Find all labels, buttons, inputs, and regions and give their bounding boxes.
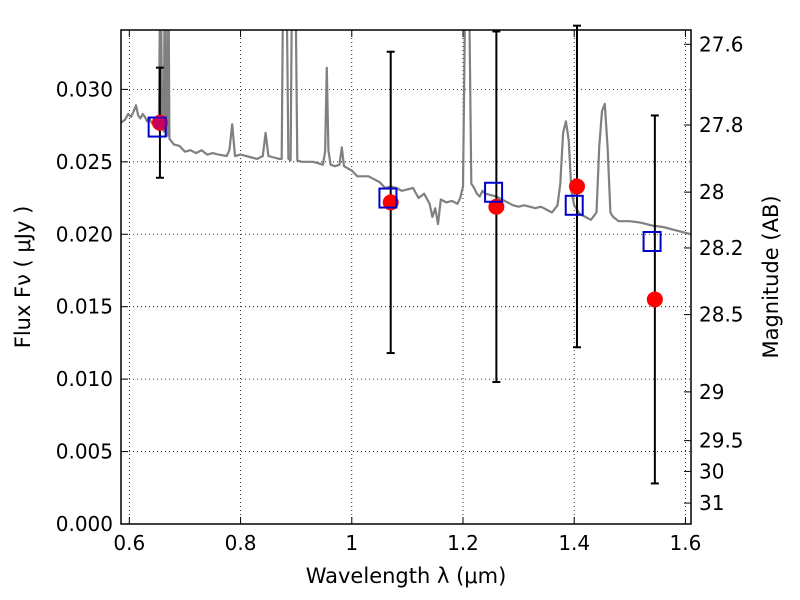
mag-tick-label: 30 <box>699 459 724 483</box>
model-point <box>564 194 584 216</box>
errorbar-layer <box>155 24 659 485</box>
x-axis-label: Wavelength λ (μm) <box>306 564 507 588</box>
observed-point <box>488 198 505 215</box>
right-axis-label: Magnitude (AB) <box>759 195 783 358</box>
spectrum-layer <box>121 30 691 236</box>
observed-point <box>646 291 663 308</box>
y-tick-label: 0.010 <box>56 367 113 391</box>
mag-tick-label: 28 <box>699 180 724 204</box>
model-point <box>378 187 398 209</box>
mag-tick-label: 28.2 <box>699 236 744 260</box>
overlap-highlight <box>152 115 167 130</box>
model-point <box>484 181 504 203</box>
y-tick-label: 0.000 <box>56 512 113 536</box>
x-tick-label: 0.8 <box>225 531 257 555</box>
mag-tick-label: 29.5 <box>699 429 744 453</box>
spectrum-line <box>121 30 691 236</box>
mag-tick-label: 27.6 <box>699 32 744 56</box>
tick-layer: 0.6 0.8 1 1.2 1.4 1.6 0.000 0.005 0.010 0.015 0.02… <box>56 30 744 555</box>
y-tick-label: 0.015 <box>56 295 113 319</box>
y-axis-label: Flux Fν ( μJy ) <box>11 206 35 349</box>
observed-point <box>569 178 585 195</box>
marker-layer <box>147 114 663 308</box>
plot-frame <box>120 29 692 525</box>
x-tick-label: 0.6 <box>113 531 145 555</box>
model-point <box>642 231 662 253</box>
x-tick-label: 1.2 <box>447 531 479 555</box>
mag-tick-label: 27.8 <box>699 113 744 137</box>
y-tick-label: 0.025 <box>56 150 113 174</box>
y-tick-label: 0.005 <box>56 440 113 464</box>
mag-tick-label: 28.5 <box>699 303 744 327</box>
y-tick-label: 0.030 <box>56 77 113 101</box>
mag-tick-label: 29 <box>699 380 724 404</box>
y-tick-label: 0.020 <box>56 222 113 246</box>
x-tick-label: 1.4 <box>558 531 590 555</box>
x-tick-label: 1 <box>345 531 358 555</box>
observed-point <box>382 194 399 211</box>
mag-tick-label: 31 <box>699 491 724 515</box>
x-tick-label: 1.6 <box>670 531 702 555</box>
